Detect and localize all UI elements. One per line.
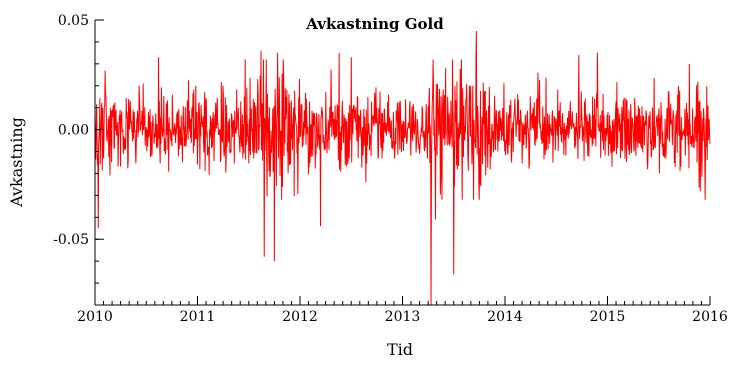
y-tick-labels: 0.05 0.00 -0.05	[53, 13, 89, 248]
x-tick-labels: 2010 2011 2012 2013 2014 2015 2016	[77, 309, 728, 325]
x-axis-title: Tid	[387, 340, 413, 359]
y-tick-label: 0.00	[58, 123, 89, 139]
y-tick-label: 0.05	[58, 13, 89, 29]
x-tick-label: 2016	[692, 309, 728, 325]
x-tick-label: 2012	[282, 309, 318, 325]
series-line	[94, 30, 711, 306]
y-axis-title: Avkastning	[7, 117, 26, 208]
x-tick-label: 2013	[385, 309, 421, 325]
series-layer	[94, 30, 711, 306]
x-tick-label: 2010	[77, 309, 113, 325]
x-major-ticks	[94, 296, 711, 305]
x-tick-label: 2014	[487, 309, 523, 325]
y-ticks	[95, 19, 104, 306]
chart-title: Avkastning Gold	[305, 15, 444, 33]
x-tick-label: 2015	[590, 309, 626, 325]
x-minor-ticks	[103, 301, 702, 305]
y-tick-label: -0.05	[53, 232, 89, 248]
x-tick-label: 2011	[180, 309, 216, 325]
